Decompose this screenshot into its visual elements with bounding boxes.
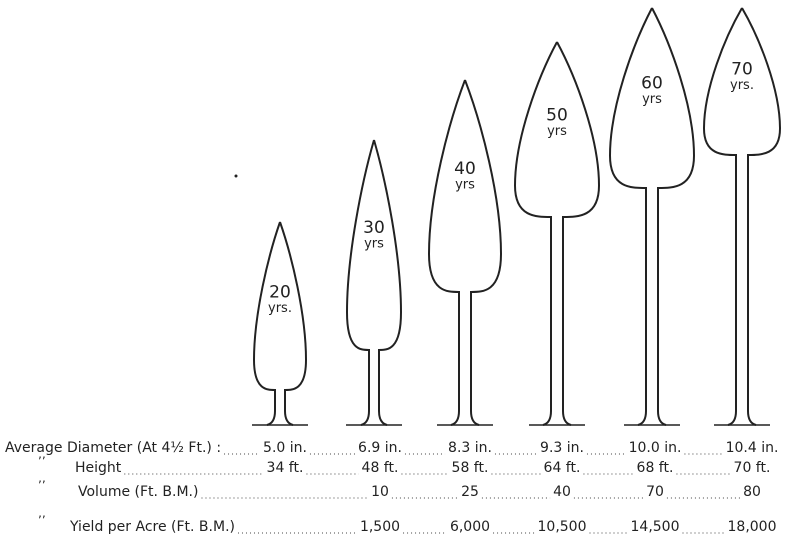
cell: 10.0 in. [629, 440, 682, 456]
tree-unit: yrs [364, 237, 384, 252]
row-label: Height [75, 460, 122, 476]
ditto: ’’ [38, 514, 46, 528]
cell: 70 ft. [734, 460, 771, 476]
cell: 8.3 in. [448, 440, 492, 456]
cell: 10,500 [538, 519, 587, 535]
cell: 34 ft. [267, 460, 304, 476]
tree [429, 80, 501, 425]
row-label: Yield per Acre (Ft. B.M.) [69, 519, 235, 535]
tree-unit: yrs [642, 92, 662, 107]
cell: 58 ft. [452, 460, 489, 476]
tree-unit: yrs. [730, 78, 754, 93]
speck [235, 175, 238, 178]
ditto: ’’ [38, 479, 46, 493]
tree-age: 20 [269, 283, 291, 303]
cell: 5.0 in. [263, 440, 307, 456]
tree-age: 60 [641, 74, 663, 94]
cell: 9.3 in. [540, 440, 584, 456]
diagram: 20yrs.30yrs40yrs50yrs60yrs70yrs.Average … [0, 0, 789, 542]
cell: 70 [646, 484, 664, 500]
tree-unit: yrs. [268, 301, 292, 316]
tree-age: 40 [454, 159, 476, 179]
tree [254, 222, 306, 425]
tree-age: 50 [546, 106, 568, 126]
cell: 40 [553, 484, 571, 500]
tree-unit: yrs [547, 124, 567, 139]
cell: 64 ft. [544, 460, 581, 476]
cell: 80 [743, 484, 761, 500]
cell: 6,000 [450, 519, 490, 535]
cell: 6.9 in. [358, 440, 402, 456]
tree [347, 140, 401, 425]
cell: 18,000 [728, 519, 777, 535]
ditto: ’’ [38, 455, 46, 469]
cell: 10.4 in. [726, 440, 779, 456]
tree [515, 42, 599, 425]
tree-unit: yrs [455, 178, 475, 193]
tree-age: 30 [363, 218, 385, 238]
cell: 25 [461, 484, 479, 500]
row-label: Volume (Ft. B.M.) [78, 484, 198, 500]
tree [610, 8, 694, 425]
cell: 68 ft. [637, 460, 674, 476]
cell: 48 ft. [362, 460, 399, 476]
cell: 10 [371, 484, 389, 500]
cell: 1,500 [360, 519, 400, 535]
cell: 14,500 [631, 519, 680, 535]
tree-age: 70 [731, 60, 753, 80]
